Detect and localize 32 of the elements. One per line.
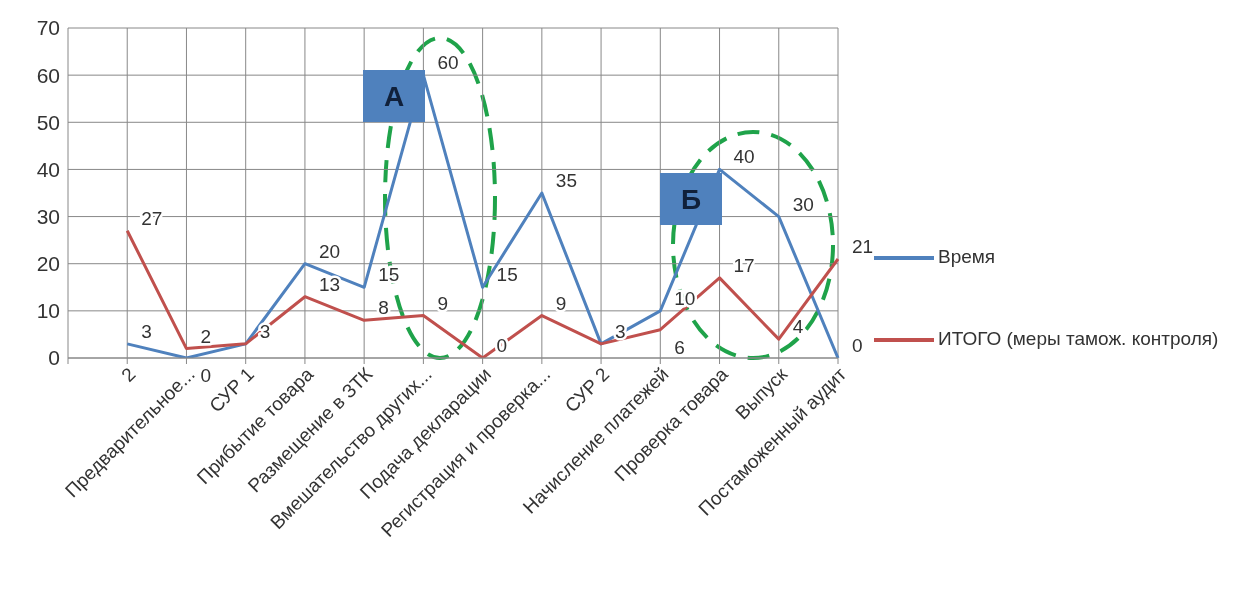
y-tick-label: 10	[36, 299, 60, 323]
y-tick-label: 70	[36, 16, 60, 40]
data-label: 3	[141, 320, 152, 342]
data-label: 4	[792, 316, 804, 338]
data-label: 35	[555, 170, 577, 191]
y-tick-label: 50	[36, 110, 60, 134]
data-label: 9	[555, 292, 567, 314]
annotation: Б	[680, 184, 702, 215]
data-label: 60	[437, 52, 459, 74]
y-tick-label: 30	[36, 205, 60, 229]
data-label: 27	[141, 207, 163, 229]
line-series	[125, 229, 840, 358]
data-label: 0	[200, 365, 212, 386]
data-label: 20	[318, 240, 341, 262]
data-label: 21	[852, 236, 874, 257]
data-label: 9	[437, 292, 448, 314]
data-label: 15	[496, 264, 518, 286]
data-label: 0	[852, 335, 863, 356]
data-label: 13	[318, 273, 341, 295]
data-label: 40	[733, 146, 755, 168]
data-label: 30	[792, 193, 814, 215]
y-tick-label: 20	[36, 252, 60, 276]
y-tick-label: 40	[36, 157, 60, 181]
data-label: 6	[674, 336, 685, 358]
legend-label: ИТОГО (меры тамож. контроля)	[938, 328, 1219, 350]
annotation: А	[383, 81, 405, 112]
y-tick-label: 0	[48, 346, 60, 370]
data-label: 2	[200, 325, 212, 347]
data-label: 8	[378, 297, 389, 319]
data-label: 17	[733, 254, 755, 276]
y-tick-label: 60	[36, 63, 60, 87]
legend-label: Время	[938, 246, 996, 268]
